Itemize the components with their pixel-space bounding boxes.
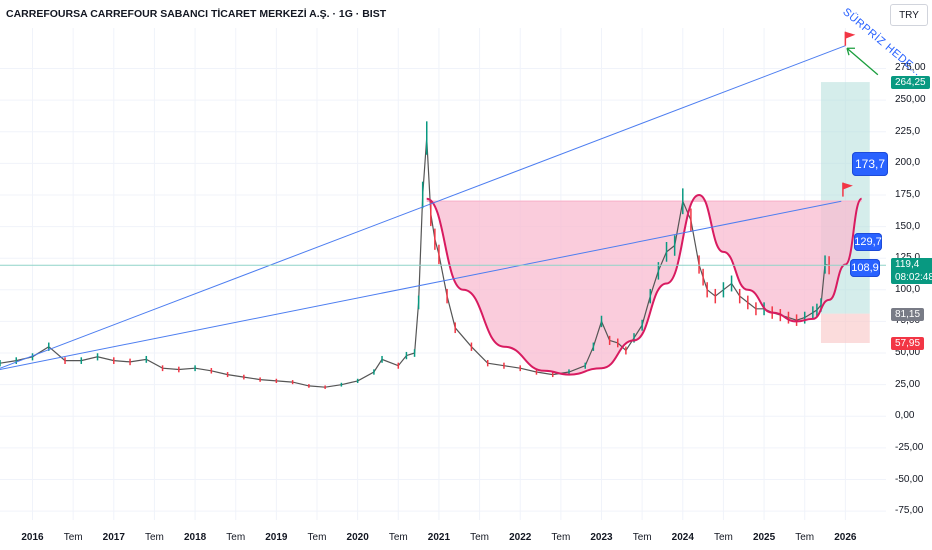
cup-curve-2: [698, 194, 863, 323]
price-axis-tick: 175,0: [895, 188, 921, 200]
trend-line: [0, 200, 842, 370]
time-axis-tick: Tem: [713, 532, 733, 543]
price-axis-tick: 50,00: [895, 347, 921, 359]
time-axis-tick: 2025: [752, 532, 776, 543]
price-axis-tick: 150,0: [895, 220, 921, 232]
price-tag: 264,25: [891, 76, 930, 90]
price-axis-tick: 0,00: [895, 410, 915, 422]
target-bubble-108: 108,9: [850, 259, 880, 277]
time-axis-tick: 2026: [834, 532, 857, 543]
time-axis-tick: 2024: [671, 532, 694, 543]
surprise-flag-icon: [845, 31, 856, 39]
time-axis-tick: Tem: [388, 532, 408, 543]
cup-curve-1: [426, 194, 700, 376]
symbol-title: CARREFOURSA CARREFOUR SABANCI TİCARET ME…: [6, 8, 387, 20]
time-axis-tick: Tem: [63, 532, 83, 543]
time-axis-tick: Tem: [551, 532, 571, 543]
target-bubble-173: 173,7: [852, 152, 888, 176]
price-axis-tick: 100,0: [895, 283, 921, 295]
cup-fill-2: [699, 195, 862, 322]
price-axis-tick: -50,00: [895, 473, 924, 485]
time-axis-tick: 2021: [427, 532, 451, 543]
time-axis-tick: Tem: [307, 532, 327, 543]
price-axis-tick: -75,00: [895, 505, 924, 517]
position-stop-zone: [820, 313, 870, 343]
currency-button[interactable]: TRY: [890, 4, 928, 26]
price-axis-tick: 250,00: [895, 94, 926, 106]
price-tag: 57,95: [891, 336, 925, 350]
green-arrow-icon: [846, 47, 879, 76]
time-axis-tick: 2022: [509, 532, 532, 543]
time-axis-tick: Tem: [795, 532, 815, 543]
price-tag: 119,4 08:02:48: [891, 258, 932, 285]
price-tag: 81,15: [891, 307, 925, 321]
price-axis-tick: 25,00: [895, 378, 921, 390]
time-axis-tick: 2018: [183, 532, 207, 543]
time-axis-tick: Tem: [144, 532, 164, 543]
price-axis-tick: 125,0: [895, 252, 920, 264]
price-axis-tick: 200,0: [895, 157, 921, 169]
time-axis-tick: Tem: [226, 532, 246, 543]
time-axis-tick: 2023: [590, 532, 613, 543]
trend-line: [0, 45, 846, 369]
time-axis-tick: Tem: [470, 532, 490, 543]
time-axis-tick: 2020: [346, 532, 369, 543]
target-flag-icon: [842, 182, 853, 190]
target-bubble-129: 129,7: [854, 233, 882, 251]
cup-fill-1: [426, 195, 699, 375]
price-axis-tick: 75,00: [895, 315, 921, 327]
time-axis-tick: Tem: [632, 532, 652, 543]
price-axis-tick: 275,00: [895, 62, 926, 74]
time-axis-tick: 2017: [102, 532, 125, 543]
time-axis-tick: 2019: [265, 532, 288, 543]
price-axis-tick: 225,0: [895, 125, 921, 137]
price-axis-tick: -25,00: [895, 441, 924, 453]
time-axis-tick: 2016: [21, 532, 44, 543]
